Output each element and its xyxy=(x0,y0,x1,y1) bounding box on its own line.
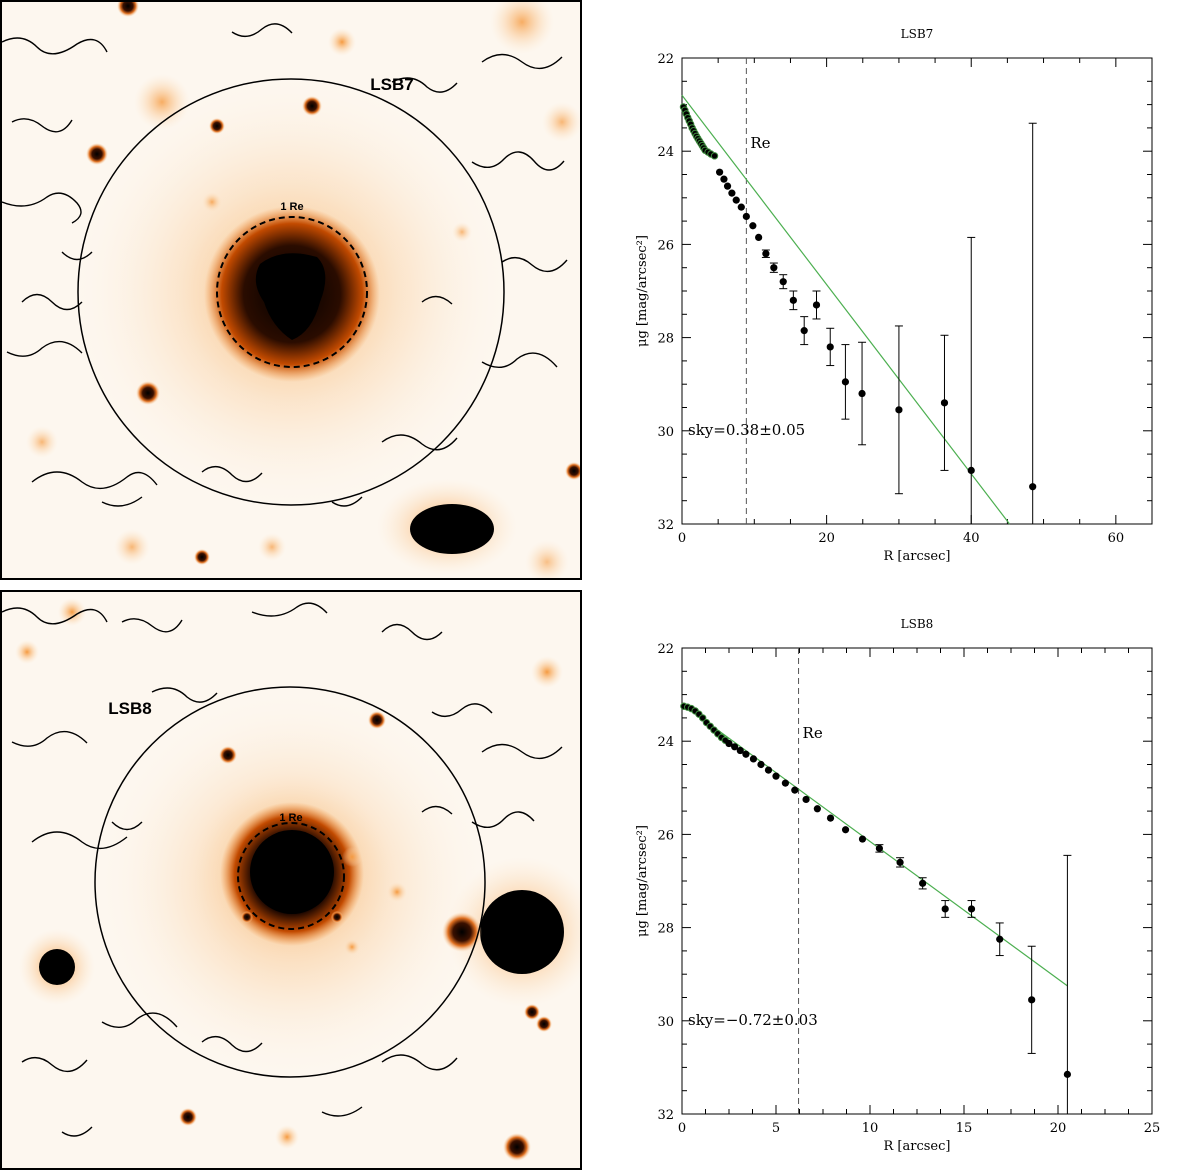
lsb7-image-panel: 1 Re LSB7 xyxy=(0,0,582,580)
lsb7-profile-chart: LSB7 0 20 40 60 22 24 26 28 30 32 R [arcsec] μg [mag… xyxy=(635,27,1153,564)
re-marker-label: Re xyxy=(803,724,823,742)
re-label: 1 Re xyxy=(279,812,302,824)
data-point xyxy=(731,743,739,751)
plot-frame xyxy=(681,647,1153,1115)
data-point xyxy=(742,212,750,221)
data-point xyxy=(770,264,778,272)
data-point xyxy=(800,327,808,335)
lsb7-image: 1 Re LSB7 xyxy=(2,2,580,578)
data-point xyxy=(791,786,799,794)
sky-annotation: sky=0.38±0.05 xyxy=(688,421,805,439)
inner-profile-point xyxy=(710,152,719,160)
y-tick-label: 30 xyxy=(657,425,674,440)
data-point xyxy=(749,755,758,763)
chart-title: LSB8 xyxy=(901,617,934,631)
x-tick-label: 20 xyxy=(1050,1121,1067,1136)
data-point xyxy=(1063,1070,1071,1078)
data-point xyxy=(779,278,787,286)
data-point xyxy=(720,175,728,183)
data-point xyxy=(812,301,821,309)
x-tick-label: 10 xyxy=(862,1121,879,1136)
data-point xyxy=(742,750,750,758)
data-point xyxy=(781,779,789,787)
data-point xyxy=(732,196,740,204)
y-tick-label: 24 xyxy=(657,145,674,160)
data-point xyxy=(875,844,883,852)
data-point xyxy=(813,805,821,813)
y-axis-label: μg [mag/arcsec²] xyxy=(635,235,650,347)
re-label: 1 Re xyxy=(280,201,303,213)
data-point xyxy=(996,935,1004,943)
data-point xyxy=(826,343,834,351)
y-tick-label: 30 xyxy=(657,1015,674,1030)
lsb7-profile-plot: LSB7 0 20 40 60 22 24 26 28 30 32 R [arcsec] μg [mag… xyxy=(620,10,1190,580)
plot-frame xyxy=(681,57,1153,525)
x-axis-label: R [arcsec] xyxy=(884,549,951,564)
x-axis-label: R [arcsec] xyxy=(884,1139,951,1154)
lsb8-image-panel: 1 Re LSB8 xyxy=(0,590,582,1170)
fit-line xyxy=(681,703,1068,987)
y-axis-label: μg [mag/arcsec²] xyxy=(635,825,650,937)
data-point xyxy=(716,168,724,176)
re-circle xyxy=(216,216,368,368)
x-tick-label: 0 xyxy=(678,531,686,546)
data-point xyxy=(858,835,867,843)
galaxy-label: LSB7 xyxy=(370,75,413,94)
re-circle xyxy=(237,822,345,930)
data-point xyxy=(757,760,765,769)
data-point xyxy=(1029,483,1037,491)
outer-aperture-circle xyxy=(94,686,486,1078)
y-tick-label: 26 xyxy=(657,238,674,253)
data-point xyxy=(755,233,763,242)
data-point xyxy=(737,203,745,211)
data-point xyxy=(919,879,927,887)
data-point xyxy=(736,746,744,755)
x-tick-label: 20 xyxy=(818,531,835,546)
sky-annotation: sky=−0.72±0.03 xyxy=(688,1011,818,1029)
data-point xyxy=(1028,996,1036,1004)
data-point xyxy=(896,858,904,866)
re-marker-label: Re xyxy=(750,134,770,152)
data-point xyxy=(772,772,780,780)
x-tick-label: 60 xyxy=(1108,531,1125,546)
y-tick-label: 22 xyxy=(657,642,674,657)
outer-aperture-circle xyxy=(77,78,505,506)
y-tick-label: 32 xyxy=(657,518,674,533)
data-point xyxy=(941,905,949,913)
data-point xyxy=(725,739,733,748)
data-point xyxy=(762,250,770,258)
y-tick-label: 24 xyxy=(657,735,674,750)
x-tick-label: 40 xyxy=(963,531,980,546)
data-point xyxy=(940,399,949,407)
galaxy-label: LSB8 xyxy=(108,699,151,718)
lsb8-profile-chart: LSB8 0 5 10 15 20 25 22 24 26 28 30 32 R [arcsec] μg [… xyxy=(635,617,1161,1154)
data-point xyxy=(728,189,736,197)
y-tick-label: 28 xyxy=(657,332,674,347)
data-point xyxy=(841,378,850,386)
x-tick-label: 5 xyxy=(772,1121,780,1136)
data-point xyxy=(967,905,976,913)
fit-line xyxy=(681,94,1011,525)
y-tick-label: 32 xyxy=(657,1108,674,1123)
data-point xyxy=(841,826,850,834)
inner-profile-point xyxy=(698,714,707,722)
data-point xyxy=(826,814,835,822)
y-tick-label: 28 xyxy=(657,922,674,937)
data-point xyxy=(895,406,903,414)
x-tick-label: 15 xyxy=(956,1121,973,1136)
data-point xyxy=(723,182,732,190)
data-point xyxy=(802,795,810,804)
lsb8-image: 1 Re LSB8 xyxy=(2,592,580,1168)
data-point xyxy=(749,222,757,230)
chart-title: LSB7 xyxy=(901,27,934,41)
data-point xyxy=(858,389,866,398)
x-tick-label: 25 xyxy=(1144,1121,1161,1136)
data-point xyxy=(967,466,975,475)
data-point xyxy=(764,766,773,774)
x-tick-label: 0 xyxy=(678,1121,686,1136)
y-tick-label: 22 xyxy=(657,52,674,67)
data-point xyxy=(789,296,797,304)
y-tick-label: 26 xyxy=(657,828,674,843)
lsb8-profile-plot: LSB8 0 5 10 15 20 25 22 24 26 28 30 32 R [arcsec] μg [… xyxy=(620,600,1190,1170)
